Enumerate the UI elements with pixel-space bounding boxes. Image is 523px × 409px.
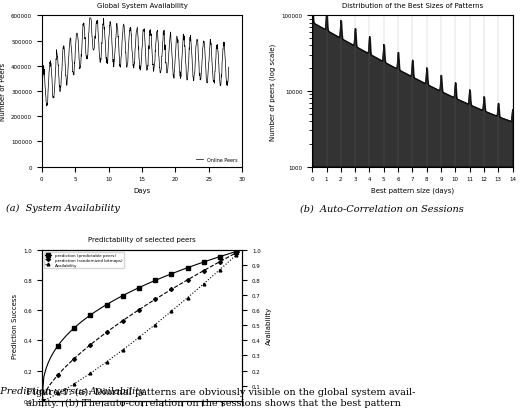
Availability (142, 330, 148, 335)
prediction (randomized bitmaps) (39, 398, 45, 403)
Text: Figure 1: (a): Diurnal patterns are obviously visible on the global system avail: Figure 1: (a): Diurnal patterns are obvi… (26, 387, 416, 407)
Text: (a)  System Availability: (a) System Availability (6, 204, 120, 213)
prediction (randomized bitmaps) (85, 344, 92, 349)
Legend: prediction (predictable peers), prediction (randomized bitmaps), Availability: prediction (predictable peers), predicti… (44, 252, 123, 268)
Y-axis label: Number of Peers: Number of Peers (0, 63, 6, 121)
Title: Predictability of selected peers: Predictability of selected peers (88, 237, 196, 243)
Availability (85, 372, 92, 377)
prediction (predictable peers) (223, 253, 229, 258)
Availability (77, 378, 84, 382)
Line: prediction (randomized bitmaps): prediction (randomized bitmaps) (40, 249, 244, 402)
prediction (randomized bitmaps) (77, 351, 84, 356)
prediction (predictable peers) (39, 398, 45, 403)
prediction (randomized bitmaps) (229, 253, 235, 258)
Availability (158, 317, 164, 322)
prediction (predictable peers) (229, 251, 235, 256)
prediction (predictable peers) (85, 314, 92, 319)
Legend: Online Peers: Online Peers (194, 156, 240, 165)
X-axis label: Best pattern size (days): Best pattern size (days) (371, 187, 454, 194)
prediction (randomized bitmaps) (239, 247, 245, 252)
X-axis label: Days: Days (133, 187, 151, 193)
Availability (229, 257, 235, 262)
Availability (223, 262, 229, 267)
prediction (randomized bitmaps) (142, 303, 148, 308)
prediction (predictable peers) (158, 276, 164, 281)
Title: Distribution of the Best Sizes of Patterns: Distribution of the Best Sizes of Patter… (342, 3, 483, 9)
Line: prediction (predictable peers): prediction (predictable peers) (40, 248, 244, 402)
prediction (randomized bitmaps) (223, 256, 229, 261)
prediction (predictable peers) (239, 247, 245, 252)
Y-axis label: Number of peers (log scale): Number of peers (log scale) (269, 43, 276, 140)
Availability (39, 398, 45, 403)
Y-axis label: Prediction Success: Prediction Success (12, 293, 18, 358)
prediction (predictable peers) (142, 283, 148, 288)
Line: Availability: Availability (40, 249, 244, 402)
Availability (239, 247, 245, 252)
prediction (predictable peers) (77, 321, 84, 326)
Text: (b)  Auto-Correlation on Sessions: (b) Auto-Correlation on Sessions (300, 204, 464, 213)
Title: Global System Availability: Global System Availability (97, 3, 187, 9)
Y-axis label: Availability: Availability (266, 306, 272, 344)
Text: (c)  Prediction versus Availability: (c) Prediction versus Availability (0, 386, 144, 395)
prediction (randomized bitmaps) (158, 293, 164, 298)
